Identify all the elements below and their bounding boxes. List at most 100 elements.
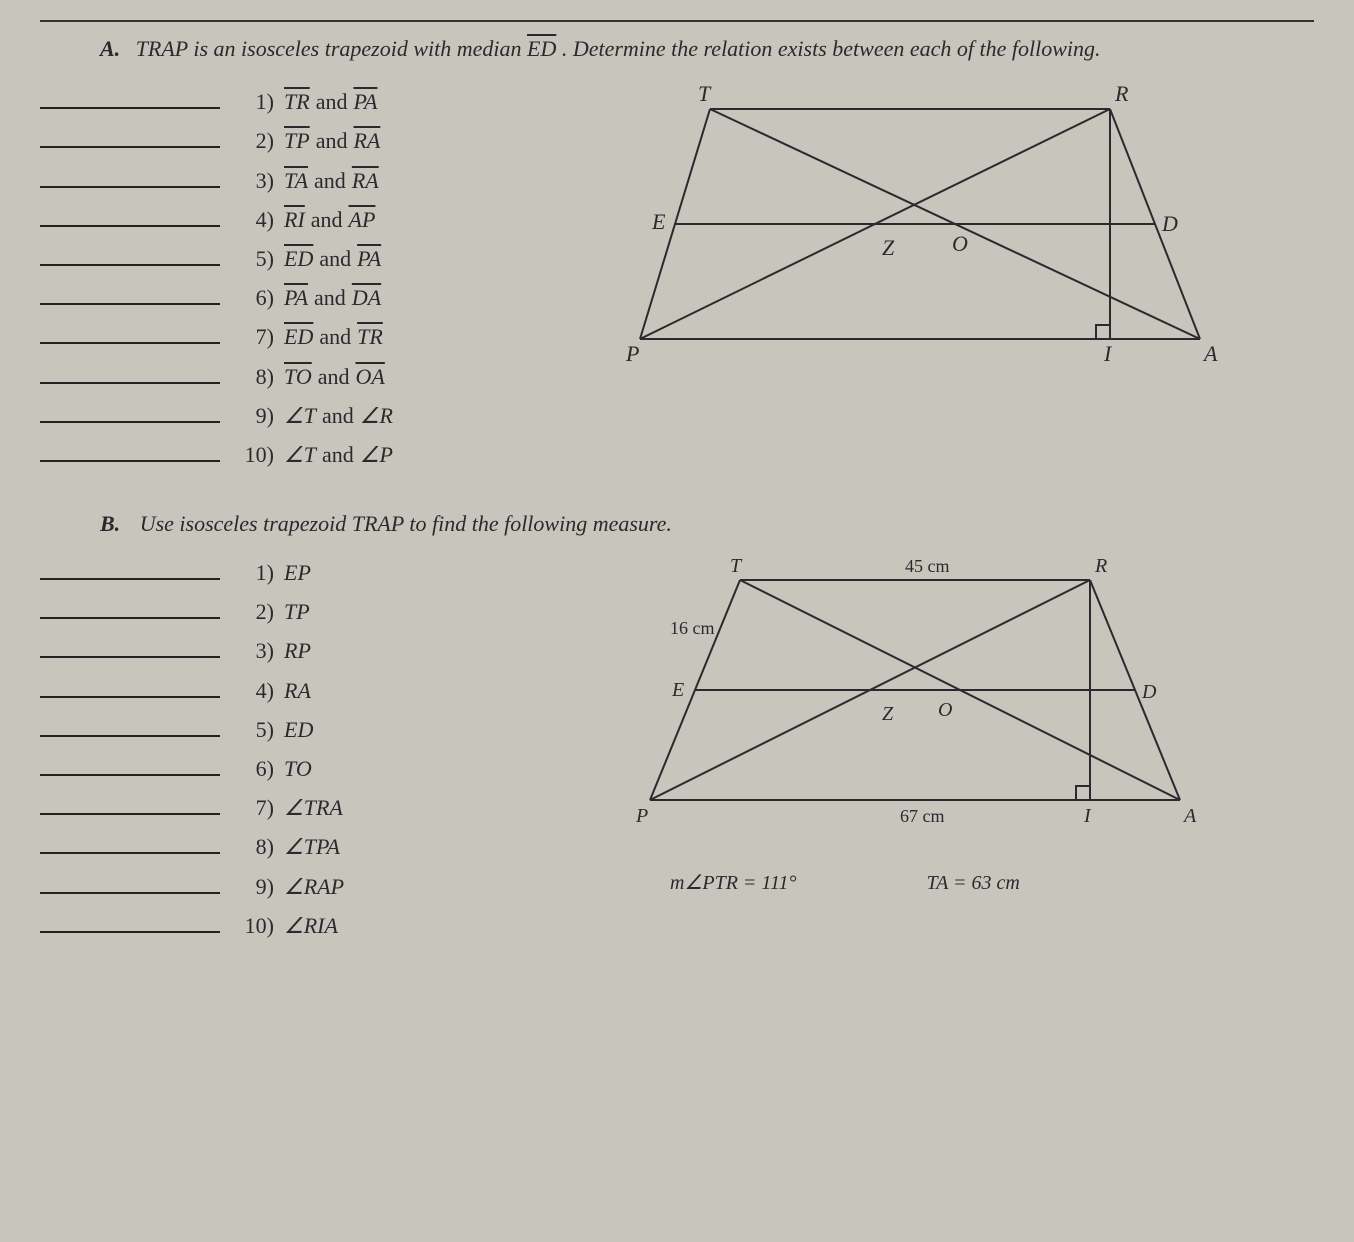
item-and: and (322, 399, 354, 432)
footer-ta: TA = 63 cm (926, 872, 1019, 894)
list-item: 9) ∠T and ∠R (40, 399, 560, 432)
item-and: and (314, 164, 346, 197)
item-term: ∠TPA (284, 830, 340, 863)
item-term-a: RI (284, 203, 305, 236)
item-term: ∠RIA (284, 909, 338, 942)
vertex-label: D (1141, 681, 1157, 703)
answer-blank[interactable] (40, 830, 220, 854)
list-item: 1) EP (40, 556, 560, 589)
right-angle-marker (1076, 786, 1090, 800)
answer-blank[interactable] (40, 634, 220, 658)
item-term-b: RA (353, 124, 380, 157)
answer-blank[interactable] (40, 124, 220, 148)
item-term-a: TP (284, 124, 310, 157)
item-and: and (318, 360, 350, 393)
answer-blank[interactable] (40, 320, 220, 344)
item-number: 9) (238, 870, 274, 903)
vertex-label: R (1114, 81, 1129, 106)
answer-blank[interactable] (40, 752, 220, 776)
section-a-row: 1)TR and PA2)TP and RA3)TA and RA4)RI an… (40, 79, 1314, 477)
vertex-label: T (730, 555, 743, 577)
answer-blank[interactable] (40, 713, 220, 737)
section-b-row: 1)EP2)TP3)RP4)RA5)ED6)TO7)∠TRA8)∠TPA9)∠R… (40, 550, 1314, 948)
list-item: 10) ∠RIA (40, 909, 560, 942)
list-item: 5)ED and PA (40, 242, 560, 275)
footer-angle: m∠PTR = 111° (670, 872, 796, 894)
item-term: ED (284, 713, 313, 746)
item-number: 6) (238, 281, 274, 314)
vertex-label: D (1161, 211, 1178, 236)
dimension-label: 45 cm (905, 556, 950, 576)
item-term: EP (284, 556, 311, 589)
section-b-intro: B. Use isosceles trapezoid TRAP to find … (100, 507, 1314, 540)
item-term-b: OA (356, 360, 385, 393)
answer-blank[interactable] (40, 242, 220, 266)
list-item: 7)ED and TR (40, 320, 560, 353)
item-term: ∠RAP (284, 870, 344, 903)
section-a-intro: A. TRAP is an isosceles trapezoid with m… (100, 32, 1314, 65)
item-and: and (322, 438, 354, 471)
item-and: and (316, 85, 348, 118)
item-number: 2) (238, 595, 274, 628)
vertex-label: P (625, 341, 639, 366)
item-and: and (319, 242, 351, 275)
vertex-label: P (635, 805, 648, 827)
item-term-a: ED (284, 320, 313, 353)
item-term-b: DA (352, 281, 381, 314)
item-term-b: AP (349, 203, 376, 236)
figure-b: TRPAEDZOI45 cm16 cm67 cm (590, 550, 1230, 860)
item-number: 3) (238, 634, 274, 667)
item-number: 8) (238, 360, 274, 393)
item-term: TO (284, 752, 312, 785)
item-number: 10) (238, 909, 274, 942)
item-term-a: PA (284, 281, 308, 314)
item-term: RA (284, 674, 311, 707)
item-term-b: RA (352, 164, 379, 197)
answer-blank[interactable] (40, 281, 220, 305)
item-and: and (319, 320, 351, 353)
answer-blank[interactable] (40, 909, 220, 933)
answer-blank[interactable] (40, 359, 220, 383)
list-item: 4) RA (40, 673, 560, 706)
figure-b-wrap: TRPAEDZOI45 cm16 cm67 cm m∠PTR = 111° TA… (590, 550, 1314, 898)
answer-blank[interactable] (40, 163, 220, 187)
answer-blank[interactable] (40, 399, 220, 423)
item-term-a: TA (284, 164, 308, 197)
item-number: 9) (238, 399, 274, 432)
answer-blank[interactable] (40, 203, 220, 227)
answer-blank[interactable] (40, 673, 220, 697)
answer-blank[interactable] (40, 85, 220, 109)
vertex-label: Z (882, 703, 894, 725)
item-and: and (314, 281, 346, 314)
answer-blank[interactable] (40, 595, 220, 619)
item-number: 1) (238, 556, 274, 589)
answer-blank[interactable] (40, 556, 220, 580)
figure-a-wrap: TRPAEDZOI (590, 79, 1314, 389)
answer-blank[interactable] (40, 869, 220, 893)
dimension-label: 16 cm (670, 618, 715, 638)
item-number: 1) (238, 85, 274, 118)
item-term-a: ∠T (284, 399, 316, 432)
list-item: 4)RI and AP (40, 203, 560, 236)
vertex-label: O (952, 231, 968, 256)
top-rule (40, 20, 1314, 22)
item-number: 4) (238, 674, 274, 707)
list-item: 6) PA and DA (40, 281, 560, 314)
list-item: 7)∠TRA (40, 791, 560, 824)
vertex-label: T (698, 81, 712, 106)
item-number: 6) (238, 752, 274, 785)
item-term-b: ∠R (360, 399, 393, 432)
item-term-a: ∠T (284, 438, 316, 471)
item-number: 7) (238, 791, 274, 824)
item-number: 4) (238, 203, 274, 236)
right-angle-marker (1096, 325, 1110, 339)
list-item: 3)RP (40, 634, 560, 667)
answer-blank[interactable] (40, 438, 220, 462)
item-number: 3) (238, 164, 274, 197)
figure-a: TRPAEDZOI (590, 79, 1230, 389)
answer-blank[interactable] (40, 791, 220, 815)
item-and: and (316, 124, 348, 157)
list-item: 5)ED (40, 713, 560, 746)
section-b-list: 1)EP2)TP3)RP4)RA5)ED6)TO7)∠TRA8)∠TPA9)∠R… (40, 550, 560, 948)
item-term-b: PA (353, 85, 377, 118)
